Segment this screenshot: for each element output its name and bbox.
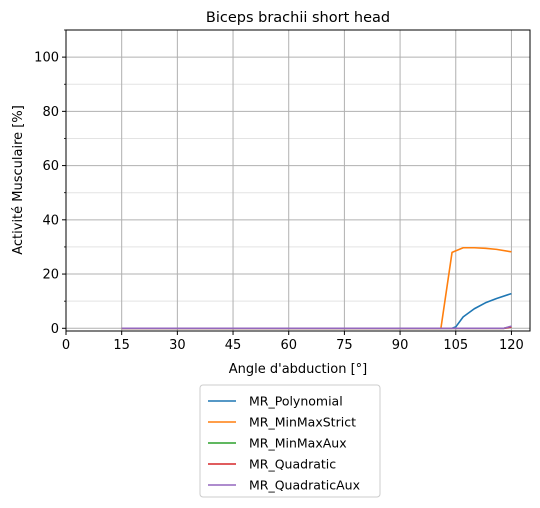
series-line-mr-quadraticaux [121, 325, 512, 330]
x-tick-label: 75 [336, 338, 353, 353]
y-tick-label: 0 [51, 322, 59, 337]
ticks: 0 15 30 45 60 75 90 105 120 0 20 40 60 80 100 [34, 29, 524, 353]
legend-label: MR_MinMaxAux [249, 436, 347, 451]
x-tick-label: 45 [225, 338, 242, 353]
plot-frame [65, 29, 531, 332]
x-tick-label: 15 [113, 338, 130, 353]
legend-box [199, 384, 381, 498]
series-lines [121, 246, 512, 330]
x-axis-label: Angle d'abduction [°] [229, 362, 368, 377]
legend-label: MR_MinMaxStrict [249, 415, 356, 430]
chart-title: Biceps brachii short head [206, 10, 390, 26]
x-tick-label: 60 [280, 338, 297, 353]
y-tick-label: 40 [42, 213, 59, 228]
y-tick-label: 60 [42, 159, 59, 174]
y-tick-label: 80 [42, 105, 59, 120]
x-tick-label: 30 [169, 338, 186, 353]
y-tick-label: 100 [34, 51, 59, 66]
legend-label: MR_QuadraticAux [249, 478, 360, 493]
legend: MR_Polynomial MR_MinMaxStrict MR_MinMaxAux… [199, 384, 381, 498]
grid [65, 29, 530, 331]
legend-label: MR_Polynomial [249, 394, 343, 409]
x-tick-label: 105 [443, 338, 468, 353]
y-tick-label: 20 [42, 268, 59, 283]
x-tick-label: 90 [392, 338, 409, 353]
x-tick-label: 120 [499, 338, 524, 353]
x-tick-label: 0 [62, 338, 70, 353]
legend-label: MR_Quadratic [249, 457, 336, 472]
y-axis-label: Activité Musculaire [%] [11, 105, 26, 255]
